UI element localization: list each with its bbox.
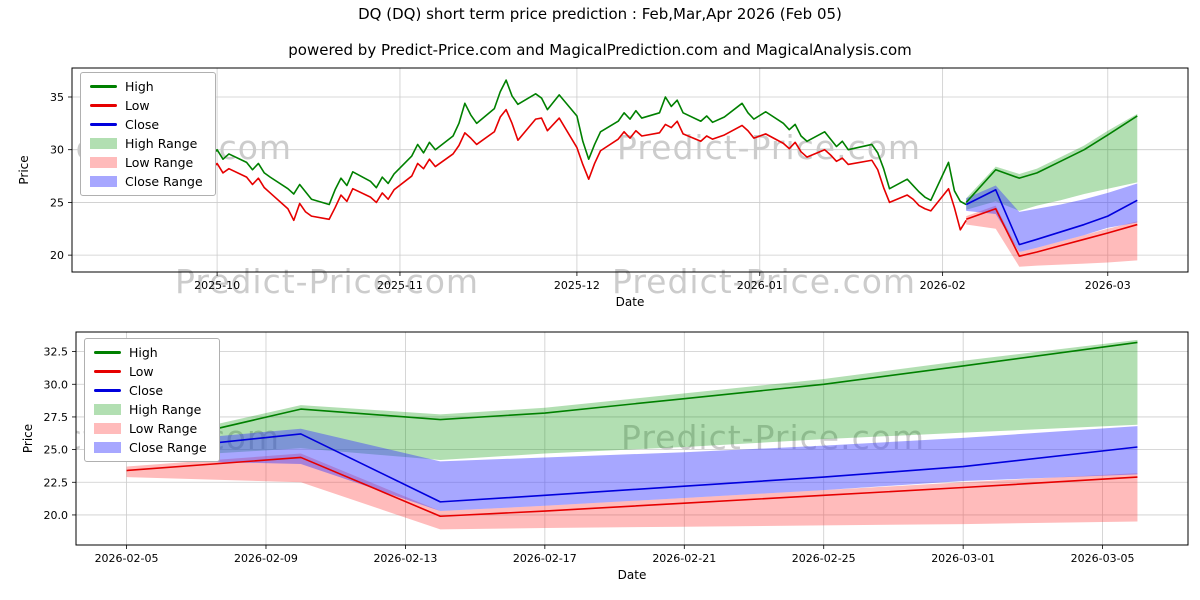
close-range-swatch (90, 176, 117, 187)
legend-label: Low Range (129, 421, 198, 436)
high-line-swatch (90, 85, 117, 88)
chart-legend: High Low Close High Range Low Range Clos… (84, 338, 220, 462)
legend-label: Close Range (129, 440, 207, 455)
svg-text:2025-12: 2025-12 (554, 279, 600, 292)
low-line-swatch (90, 104, 117, 107)
close-range-swatch (94, 442, 121, 453)
legend-item-high-range: High Range (94, 402, 207, 417)
svg-text:2026-02: 2026-02 (920, 279, 966, 292)
legend-item-close: Close (94, 383, 207, 398)
low-range-swatch (90, 157, 117, 168)
svg-text:2026-03: 2026-03 (1085, 279, 1131, 292)
svg-text:2026-03-05: 2026-03-05 (1071, 552, 1135, 565)
legend-item-high: High (94, 345, 207, 360)
svg-text:22.5: 22.5 (44, 476, 69, 489)
svg-text:30.0: 30.0 (44, 378, 69, 391)
svg-text:2026-02-17: 2026-02-17 (513, 552, 577, 565)
legend-label: Low (129, 364, 154, 379)
legend-item-low: Low (94, 364, 207, 379)
watermark: Predict-Price.com (621, 418, 925, 457)
close-line-swatch (90, 123, 117, 126)
chart-subtitle: powered by Predict-Price.com and Magical… (288, 41, 912, 59)
svg-text:Date: Date (618, 568, 647, 582)
svg-text:2026-02-05: 2026-02-05 (95, 552, 159, 565)
legend-item-low-range: Low Range (94, 421, 207, 436)
svg-text:2026-01: 2026-01 (737, 279, 783, 292)
price-history-chart: DQ (DQ) short term price prediction : Fe… (17, 5, 1189, 309)
watermark: Predict-Price.com (175, 262, 480, 301)
svg-text:30: 30 (50, 144, 64, 157)
legend-label: High Range (125, 136, 198, 151)
close-line-swatch (94, 389, 121, 392)
svg-text:Price: Price (21, 424, 35, 453)
legend-item-close-range: Close Range (94, 440, 207, 455)
legend-item-low: Low (90, 98, 203, 113)
legend-label: High (129, 345, 158, 360)
legend-label: High (125, 79, 154, 94)
svg-text:Date: Date (616, 295, 645, 309)
price-prediction-chart: Predict-Price.com Predict-Price.com High… (0, 312, 1200, 600)
legend-label: Close (125, 117, 160, 132)
svg-text:20.0: 20.0 (44, 509, 69, 522)
high-range-swatch (90, 138, 117, 149)
svg-text:2026-02-13: 2026-02-13 (373, 552, 437, 565)
legend-label: Close Range (125, 174, 203, 189)
svg-text:25: 25 (50, 196, 64, 209)
chart-title: DQ (DQ) short term price prediction : Fe… (358, 5, 842, 23)
svg-text:2025-10: 2025-10 (194, 279, 240, 292)
svg-text:32.5: 32.5 (44, 346, 69, 359)
low-range-swatch (94, 423, 121, 434)
svg-text:27.5: 27.5 (44, 411, 69, 424)
legend-item-low-range: Low Range (90, 155, 203, 170)
svg-text:2026-02-25: 2026-02-25 (792, 552, 856, 565)
svg-text:2026-03-01: 2026-03-01 (931, 552, 995, 565)
legend-item-high: High (90, 79, 203, 94)
svg-text:20: 20 (50, 249, 64, 262)
svg-text:2026-02-09: 2026-02-09 (234, 552, 298, 565)
svg-text:2026-02-21: 2026-02-21 (652, 552, 716, 565)
legend-label: Low Range (125, 155, 194, 170)
legend-label: High Range (129, 402, 202, 417)
legend-label: Low (125, 98, 150, 113)
legend-item-close-range: Close Range (90, 174, 203, 189)
watermark: Predict-Price.com (612, 262, 917, 301)
svg-text:35: 35 (50, 91, 64, 104)
high-line-swatch (94, 351, 121, 354)
high-range-swatch (94, 404, 121, 415)
chart-legend: High Low Close High Range Low Range Clos… (80, 72, 216, 196)
legend-label: Close (129, 383, 164, 398)
low-line-swatch (94, 370, 121, 373)
svg-text:Price: Price (17, 155, 31, 184)
svg-text:25.0: 25.0 (44, 444, 69, 457)
svg-text:2025-11: 2025-11 (377, 279, 423, 292)
legend-item-high-range: High Range (90, 136, 203, 151)
legend-item-close: Close (90, 117, 203, 132)
